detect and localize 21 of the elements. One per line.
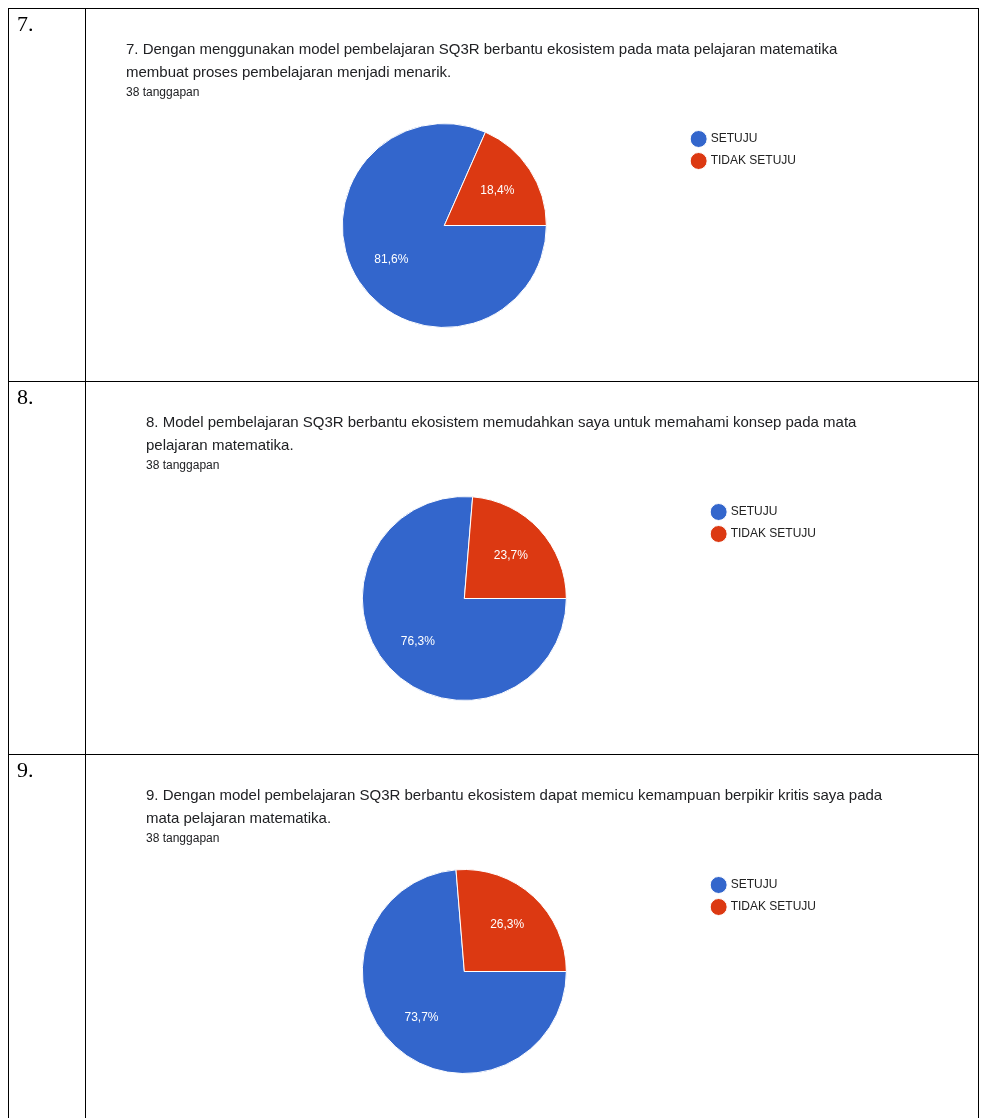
text: 8. [17, 384, 35, 410]
data-label: 73,7% [404, 1010, 439, 1025]
legend-label: TIDAK SETUJU [710, 153, 796, 168]
data-label: 26,3% [490, 917, 525, 932]
legend-label: TIDAK SETUJU [730, 526, 816, 541]
text: 9. [17, 757, 35, 783]
data-label: 81,6% [374, 252, 409, 267]
legend-label: SETUJU [710, 131, 758, 146]
text: 38 tanggapan [146, 458, 221, 472]
legend-label: SETUJU [730, 877, 778, 892]
data-label: 76,3% [400, 633, 436, 648]
text: 38 tanggapan [126, 85, 201, 99]
text: 38 tanggapan [146, 831, 221, 845]
chart-title: 8. Model pembelajaran SQ3R berbantu ekosistem memudahkan saya untuk memahami konsep pada mata pelajaran matematika. [146, 412, 858, 455]
chart-title: 9. Dengan model pembelajaran SQ3R berbantu ekosistem dapat memicu kemampuan berpikir kritis saya pada mata pelajaran matematika. [146, 785, 884, 828]
legend-label: SETUJU [730, 504, 778, 519]
data-label: 23,7% [493, 547, 529, 562]
legend-label: TIDAK SETUJU [730, 899, 816, 914]
text: 7. [17, 11, 35, 37]
data-label: 18,4% [480, 183, 515, 198]
chart-title: 7. Dengan menggunakan model pembelajaran SQ3R berbantu ekosistem pada mata pelajaran matematika membuat proses pembelajaran menjadi menarik. [126, 39, 839, 82]
